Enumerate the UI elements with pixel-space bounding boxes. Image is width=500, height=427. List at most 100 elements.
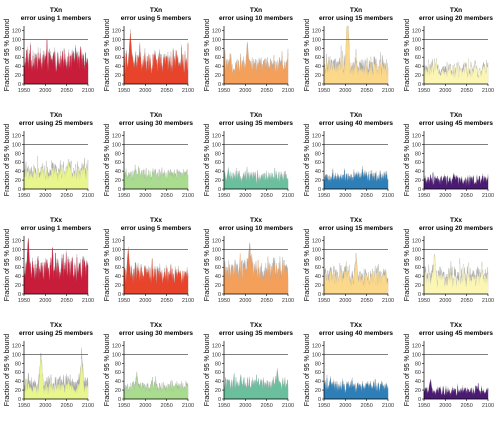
x-tick-label: 2050 <box>361 403 373 409</box>
x-tick-label: 2000 <box>39 403 51 409</box>
y-tick-label: 60 <box>215 55 221 61</box>
panel-title: TXn <box>250 112 262 119</box>
y-tick-label: 120 <box>12 343 21 349</box>
y-axis-label: Fraction of 95 % bound <box>304 334 311 406</box>
panel-title: TXx <box>150 217 162 224</box>
panel-title: TXn <box>50 7 62 14</box>
panel-title: TXx <box>450 322 462 329</box>
x-tick-label: 1950 <box>418 403 430 409</box>
panel-title: TXx <box>50 217 62 224</box>
panel-title: TXx <box>250 217 262 224</box>
x-tick-label: 2100 <box>282 88 294 94</box>
x-tick-label: 2100 <box>482 193 494 199</box>
panel-title: TXx <box>350 322 362 329</box>
panel-subtitle: error using 20 members <box>419 225 493 232</box>
y-tick-label: 40 <box>415 169 421 175</box>
x-tick-label: 1950 <box>218 298 230 304</box>
y-tick-label: 80 <box>115 361 121 367</box>
panel-subtitle: error using 15 members <box>319 225 393 232</box>
error-area <box>423 172 489 190</box>
y-tick-label: 40 <box>115 379 121 385</box>
y-tick-label: 60 <box>115 160 121 166</box>
x-tick-label: 2100 <box>282 298 294 304</box>
y-axis-label: Fraction of 95 % bound <box>4 19 11 91</box>
panel-title: TXn <box>450 112 462 119</box>
x-tick-label: 2000 <box>39 88 51 94</box>
x-tick-label: 1950 <box>118 88 130 94</box>
y-tick-label: 80 <box>115 151 121 157</box>
y-tick-label: 20 <box>15 283 21 289</box>
x-tick-label: 2000 <box>439 403 451 409</box>
panel-subtitle: error using 25 members <box>19 330 93 337</box>
y-tick-label: 0 <box>418 82 421 88</box>
y-tick-label: 60 <box>415 370 421 376</box>
y-tick-label: 40 <box>415 379 421 385</box>
y-tick-label: 100 <box>312 352 321 358</box>
x-tick-label: 2050 <box>361 298 373 304</box>
panel-title: TXx <box>250 322 262 329</box>
y-tick-label: 80 <box>415 256 421 262</box>
panel-subtitle: error using 10 members <box>219 225 293 232</box>
y-tick-label: 80 <box>215 256 221 262</box>
panel-subtitle: error using 25 members <box>19 120 93 127</box>
y-tick-label: 80 <box>15 256 21 262</box>
panel-subtitle: error using 15 members <box>319 15 393 22</box>
panel-title: TXx <box>450 217 462 224</box>
y-axis-label: Fraction of 95 % bound <box>4 124 11 196</box>
y-axis-label: Fraction of 95 % bound <box>104 124 111 196</box>
panel-subtitle: error using 30 members <box>119 330 193 337</box>
y-tick-label: 100 <box>112 352 121 358</box>
y-tick-label: 40 <box>215 379 221 385</box>
y-tick-label: 60 <box>415 160 421 166</box>
panel-title: TXn <box>150 7 162 14</box>
y-tick-label: 20 <box>315 283 321 289</box>
y-tick-label: 0 <box>118 292 121 298</box>
y-tick-label: 60 <box>15 370 21 376</box>
x-tick-label: 1950 <box>318 88 330 94</box>
y-tick-label: 120 <box>312 28 321 34</box>
y-tick-label: 20 <box>215 388 221 394</box>
x-tick-label: 2100 <box>182 298 194 304</box>
x-tick-label: 1950 <box>118 298 130 304</box>
y-tick-label: 60 <box>215 265 221 271</box>
x-tick-label: 1950 <box>318 298 330 304</box>
x-tick-label: 1950 <box>318 403 330 409</box>
error-area <box>223 44 289 85</box>
y-tick-label: 80 <box>415 151 421 157</box>
panel-title: TXn <box>450 7 462 14</box>
y-tick-label: 100 <box>112 142 121 148</box>
x-tick-label: 2000 <box>239 88 251 94</box>
y-tick-label: 0 <box>318 397 321 403</box>
y-tick-label: 100 <box>212 247 221 253</box>
x-tick-label: 2100 <box>482 88 494 94</box>
error-area <box>123 33 189 85</box>
x-tick-label: 1950 <box>118 403 130 409</box>
y-tick-label: 20 <box>315 73 321 79</box>
y-tick-label: 80 <box>415 361 421 367</box>
x-tick-label: 2100 <box>382 298 394 304</box>
x-tick-label: 2100 <box>382 403 394 409</box>
y-tick-label: 100 <box>412 352 421 358</box>
y-axis-label: Fraction of 95 % bound <box>404 229 411 301</box>
y-tick-label: 100 <box>12 247 21 253</box>
x-tick-label: 2100 <box>282 403 294 409</box>
y-tick-label: 60 <box>115 55 121 61</box>
x-tick-label: 2100 <box>382 193 394 199</box>
x-tick-label: 1950 <box>18 88 30 94</box>
panel-title: TXn <box>350 112 362 119</box>
x-tick-label: 2000 <box>339 193 351 199</box>
y-tick-label: 60 <box>315 265 321 271</box>
y-axis-label: Fraction of 95 % bound <box>204 334 211 406</box>
y-tick-label: 60 <box>115 370 121 376</box>
x-tick-label: 2000 <box>139 193 151 199</box>
y-tick-label: 60 <box>115 265 121 271</box>
y-axis-label: Fraction of 95 % bound <box>404 124 411 196</box>
y-axis-label: Fraction of 95 % bound <box>204 19 211 91</box>
